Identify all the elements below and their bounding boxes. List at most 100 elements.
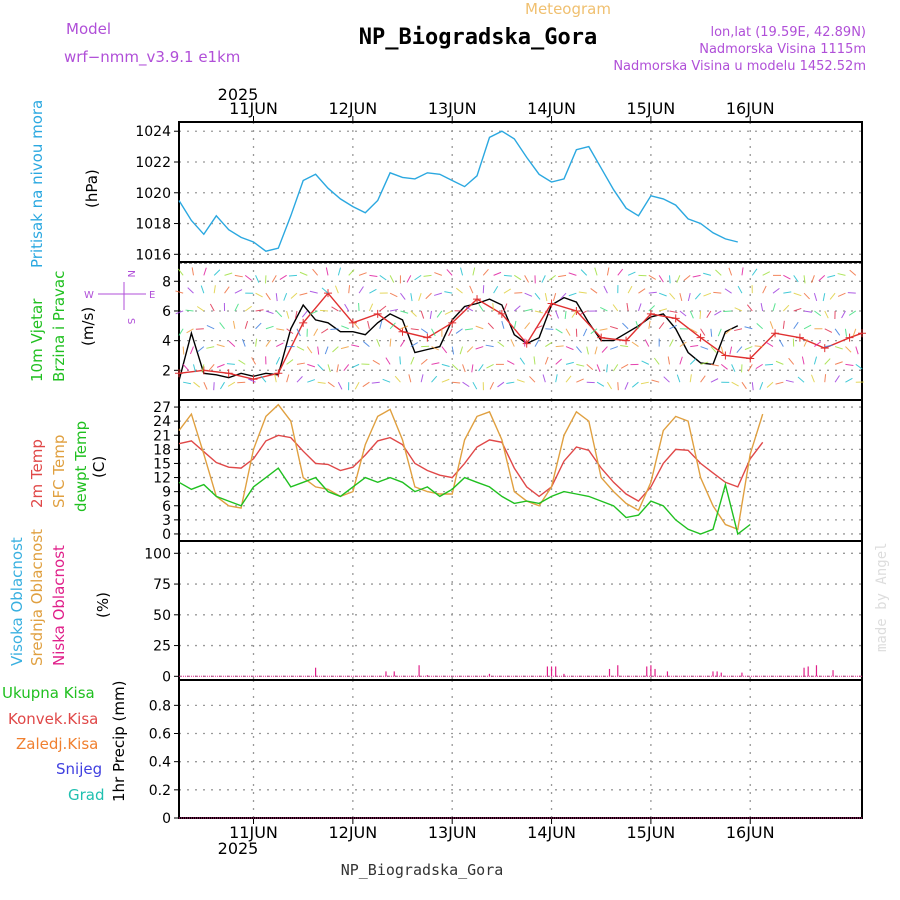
wind-arrow <box>762 285 767 294</box>
wind-arrow <box>420 328 429 334</box>
wind-arrow <box>203 381 208 390</box>
y-tick-label: 27 <box>153 400 171 416</box>
wind-arrow <box>503 288 512 294</box>
series-line <box>178 403 764 531</box>
wind-arrow <box>368 303 374 312</box>
wind-arrow <box>534 310 543 314</box>
wind-arrow <box>506 360 515 365</box>
gust-marker <box>249 375 258 384</box>
wind-arrow <box>683 274 691 281</box>
meteogram-label: Meteogram <box>525 0 611 18</box>
wind-arrow <box>497 341 505 347</box>
gust-marker <box>845 333 854 342</box>
gust-marker <box>547 299 556 308</box>
gust-marker <box>373 309 382 318</box>
wind-arrow <box>606 267 610 276</box>
wind-arrow <box>408 374 412 383</box>
wind-arrow <box>444 291 453 294</box>
wind-arrow <box>725 328 732 335</box>
wind-arrow <box>772 288 780 294</box>
y-tick-label: 9 <box>162 485 171 501</box>
cloud-unit: (%) <box>94 592 112 618</box>
y-tick-label: 1018 <box>135 217 171 233</box>
gust-marker <box>473 295 482 304</box>
wind-arrow <box>379 274 387 281</box>
wind-arrow <box>193 364 196 373</box>
wind-arrow <box>244 305 252 312</box>
wind-arrow <box>594 346 598 355</box>
wind-arrow <box>475 346 484 350</box>
wind-arrow <box>703 272 712 276</box>
wind-arrow <box>265 339 271 347</box>
wind-arrow <box>466 346 474 353</box>
wind-arrow <box>337 381 343 390</box>
gust-marker <box>597 333 606 342</box>
wind-arrow <box>529 376 536 383</box>
wind-arrow <box>534 339 540 347</box>
wind-arrow <box>478 304 484 312</box>
wind-arrow <box>596 364 601 372</box>
wind-arrow <box>783 291 792 294</box>
snow-label: Snijeg <box>56 760 102 778</box>
wind-arrow <box>472 381 478 390</box>
wind-arrow <box>824 374 827 383</box>
wind-arrow <box>446 269 453 276</box>
mid-cloud-label: Srednja Oblacnost <box>28 529 46 666</box>
wind-arrow <box>334 285 339 294</box>
panel-frame <box>178 261 863 401</box>
wind-arrow <box>337 267 341 276</box>
wind-arrow <box>331 306 339 312</box>
wind-arrow <box>353 322 360 330</box>
y-tick-label: 0 <box>162 811 171 827</box>
wind-arrow <box>516 379 525 383</box>
wind-arrow <box>351 363 360 369</box>
panel-frame <box>178 679 863 819</box>
wind-arrow <box>714 310 722 316</box>
wind-arrow <box>341 325 349 330</box>
y-tick-label: 24 <box>153 414 171 430</box>
wind-arrow <box>703 292 712 297</box>
wind-arrow <box>669 324 677 330</box>
wind-arrow <box>648 305 655 312</box>
y-tick-label: 0.4 <box>149 755 171 771</box>
wind-arrow <box>307 363 316 368</box>
wind-arrow <box>307 379 316 383</box>
wind-arrow <box>369 288 377 294</box>
wind-arrow <box>234 303 239 312</box>
wind-arrow <box>425 292 432 300</box>
gust-marker <box>646 309 655 318</box>
wind-arrow <box>271 275 277 283</box>
wind-arrow <box>219 381 225 390</box>
wind-arrow <box>717 328 722 337</box>
wind-arrow <box>255 275 260 283</box>
wind-arrow <box>301 310 308 318</box>
wind-arrow <box>720 346 724 355</box>
wind-arrow <box>288 274 298 277</box>
wind-arrow <box>431 375 438 383</box>
wind-arrow <box>679 341 687 347</box>
bottom-date-label: 13JUN <box>428 823 477 842</box>
wind-arrow <box>286 359 294 365</box>
wind-arrow <box>420 358 428 365</box>
wind-arrow <box>206 346 215 349</box>
wind-arrow <box>358 272 367 276</box>
wind-arrow <box>548 274 556 281</box>
wind-arrow <box>679 356 683 365</box>
wind-arrow <box>793 292 802 297</box>
wind-arrow <box>731 364 736 372</box>
wind-arrow <box>367 320 370 329</box>
wind-arrow <box>244 320 249 329</box>
wind-arrow <box>855 346 859 355</box>
wind-arrow <box>317 346 320 355</box>
wind-arrow <box>410 342 418 348</box>
wind-arrow <box>845 377 853 383</box>
wind-arrow <box>175 290 184 294</box>
gust-marker <box>696 333 705 342</box>
wind-arrow <box>351 344 360 348</box>
wind-arrow <box>182 346 185 355</box>
wind-arrow <box>330 328 339 331</box>
wind-arrow <box>441 346 448 354</box>
wind-arrow <box>555 358 562 365</box>
y-tick-label: 4 <box>162 334 171 350</box>
